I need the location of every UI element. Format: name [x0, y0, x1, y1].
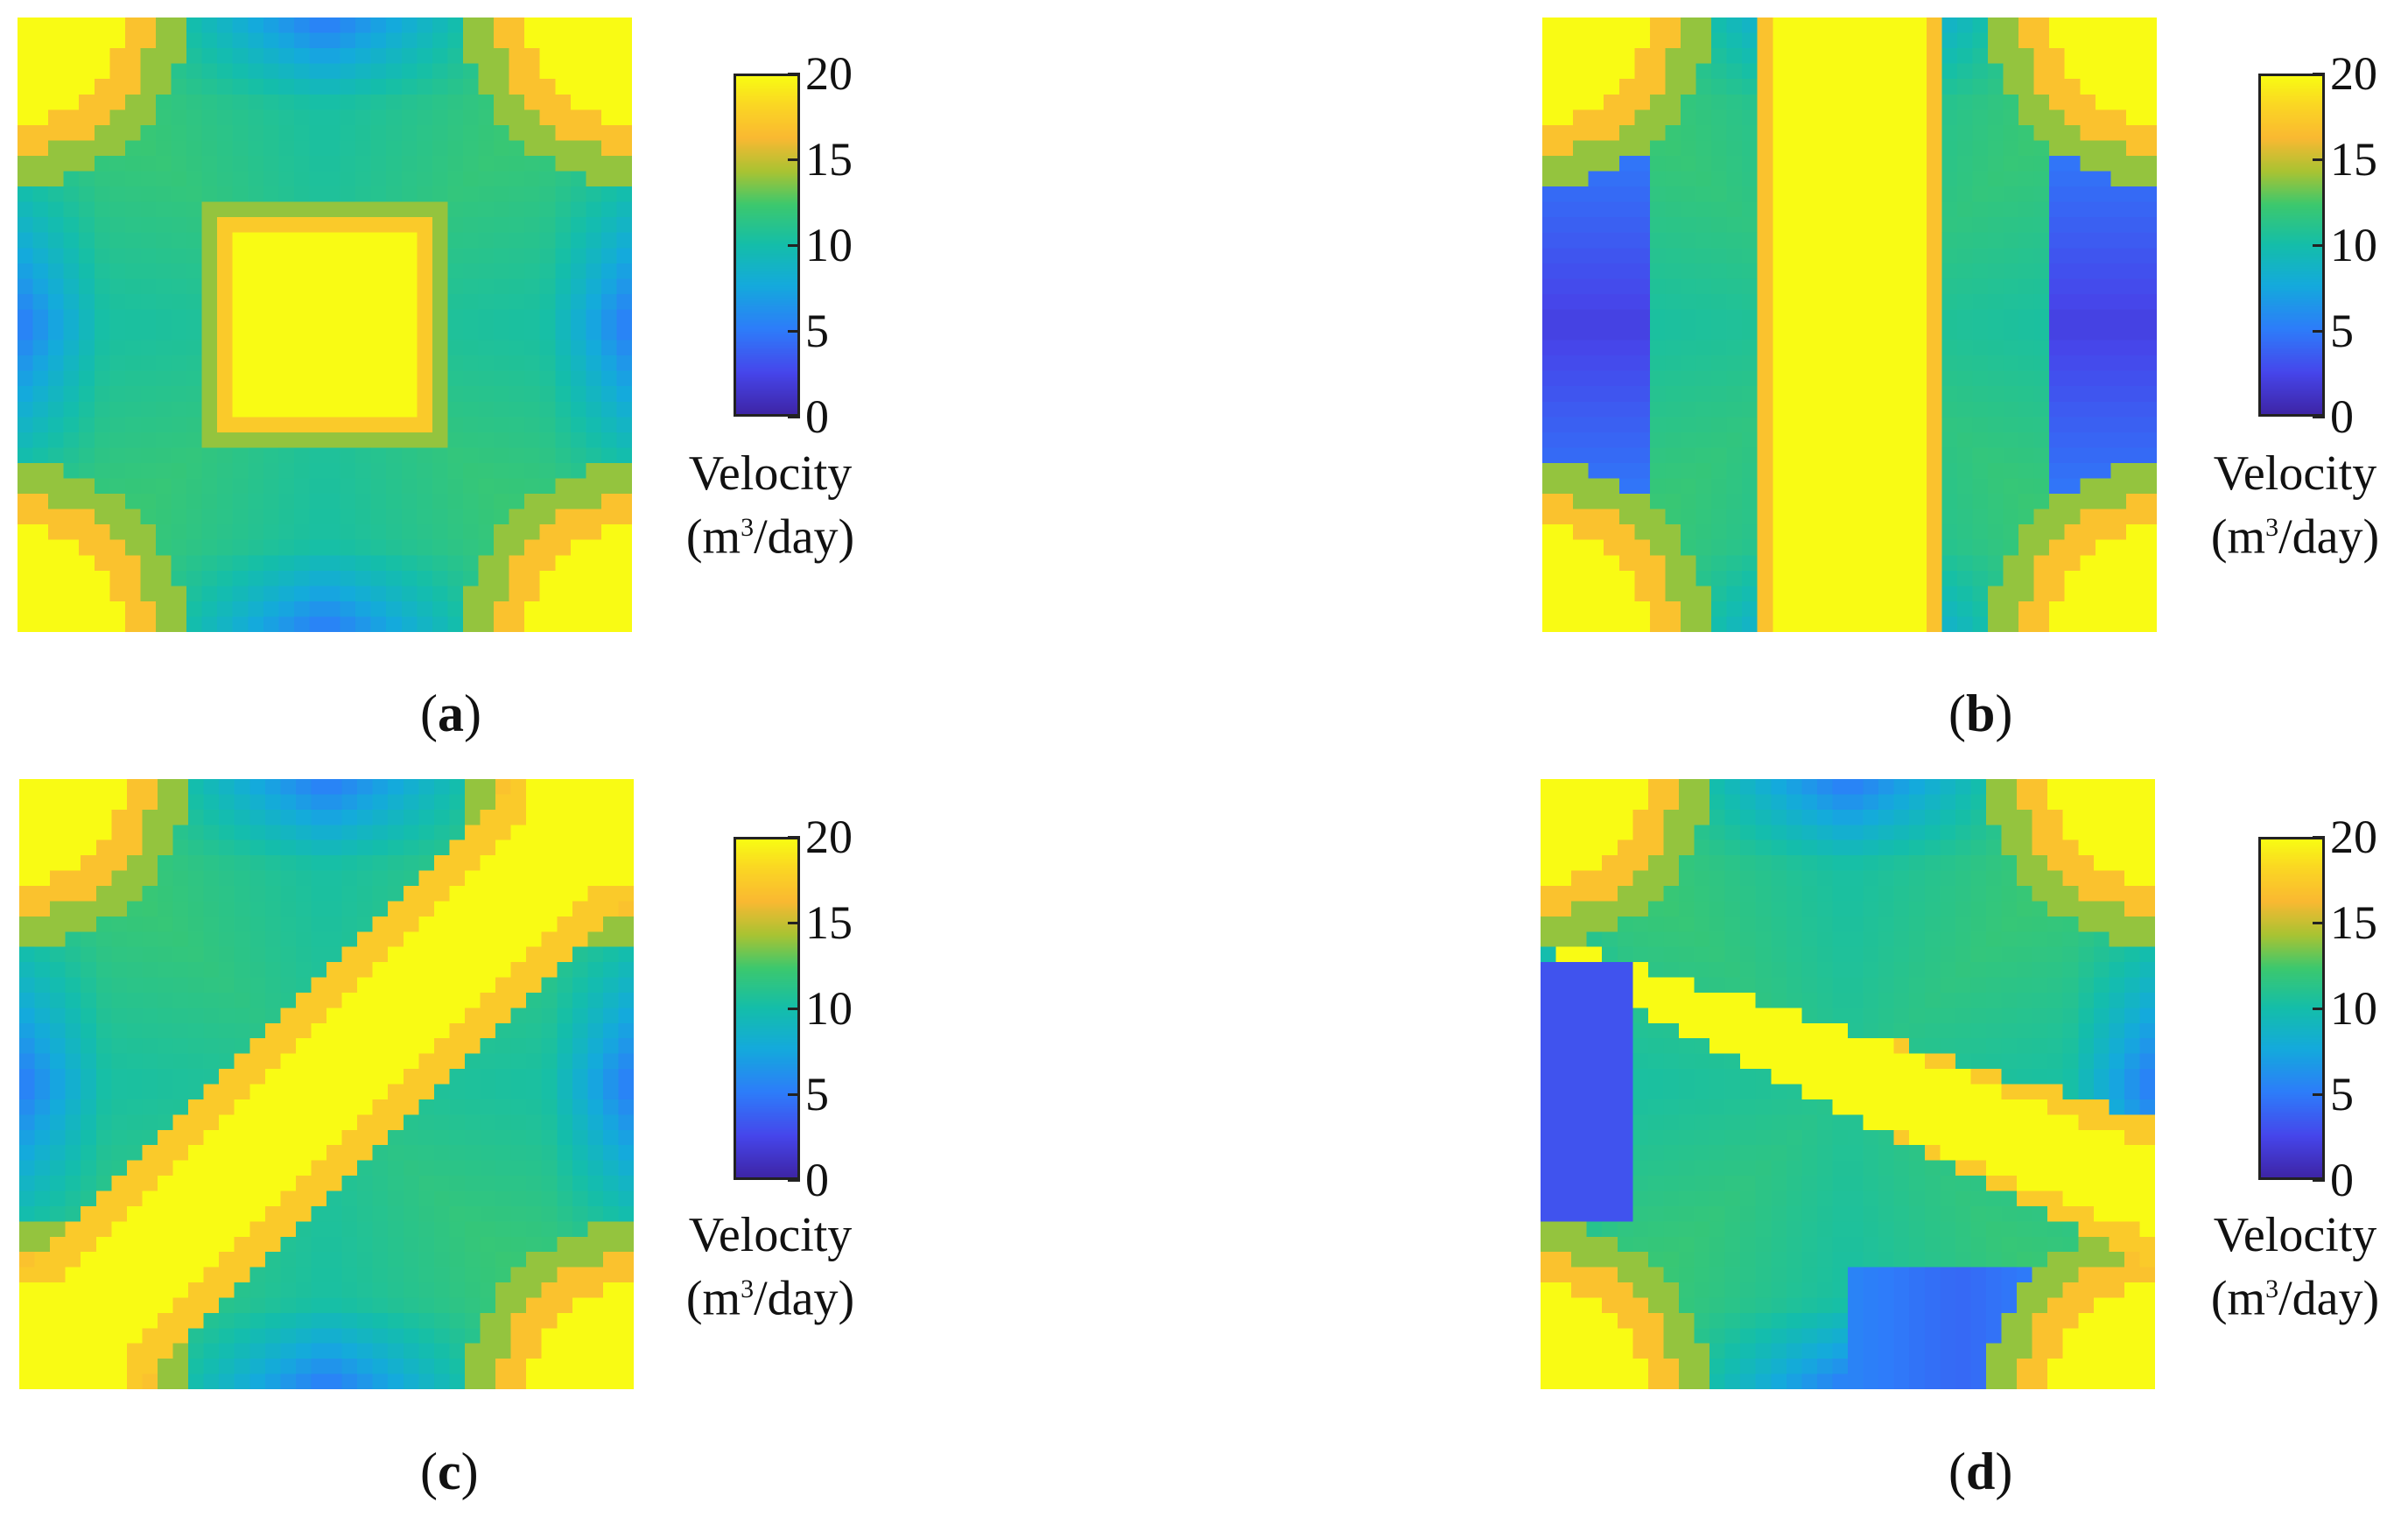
heatmap-b	[1542, 18, 2157, 632]
colorbar-tick-mark	[788, 158, 800, 161]
colorbar-tick-label: 5	[805, 1068, 829, 1120]
colorbar-tick-mark	[2313, 835, 2325, 839]
colorbar-tick-mark	[2313, 243, 2325, 247]
colorbar-tick-mark	[2313, 72, 2325, 75]
colorbar-tick-label: 0	[805, 1154, 829, 1206]
colorbar-tick-label: 10	[2330, 982, 2377, 1035]
colorbar-title-b: Velocity (m3/day)	[2190, 446, 2400, 565]
colorbar-title-line1: Velocity	[2213, 1208, 2377, 1262]
colorbar-tick-mark	[788, 1178, 800, 1182]
colorbar-tick-label: 20	[2330, 811, 2377, 863]
colorbar-tick-label: 0	[2330, 1154, 2354, 1206]
colorbar-tick-mark	[2313, 1178, 2325, 1182]
colorbar-unit: (m3/day)	[685, 1271, 855, 1326]
panel-label-c: (c)	[420, 1443, 479, 1500]
colorbar-tick-label: 10	[805, 982, 853, 1035]
colorbar-tick-mark	[788, 72, 800, 75]
colorbar-tick-label: 15	[2330, 896, 2377, 949]
colorbar-tick-mark	[788, 1092, 800, 1096]
panel-label-d: (d)	[1948, 1443, 2013, 1500]
colorbar-tick-mark	[788, 243, 800, 247]
colorbar-unit: (m3/day)	[2210, 509, 2380, 565]
colorbar-title-d: Velocity (m3/day)	[2190, 1208, 2400, 1326]
colorbar-tick-mark	[2313, 1092, 2325, 1096]
colorbar-tick-mark	[788, 415, 800, 418]
colorbar-title-line1: Velocity	[2213, 446, 2377, 501]
colorbar-title-line1: Velocity	[688, 1208, 853, 1262]
colorbar-tick-mark	[2313, 329, 2325, 333]
colorbar-tick-mark	[788, 329, 800, 333]
heatmap-d	[1541, 779, 2155, 1389]
colorbar-tick-label: 5	[2330, 1068, 2354, 1120]
colorbar-unit: (m3/day)	[685, 509, 855, 565]
colorbar-tick-mark	[2313, 1007, 2325, 1010]
heatmap-a	[18, 18, 632, 632]
colorbar-tick-mark	[788, 835, 800, 839]
heatmap-c	[19, 779, 634, 1389]
colorbar-title-c: Velocity (m3/day)	[665, 1208, 875, 1326]
colorbar-tick-label: 0	[805, 390, 829, 443]
colorbar-tick-label: 10	[2330, 219, 2377, 271]
colorbar-tick-mark	[788, 921, 800, 924]
colorbar-title-line1: Velocity	[688, 446, 853, 501]
colorbar-tick-label: 5	[805, 305, 829, 357]
colorbar-tick-label: 20	[805, 811, 853, 863]
colorbar-tick-label: 0	[2330, 390, 2354, 443]
colorbar-tick-mark	[2313, 415, 2325, 418]
colorbar-tick-label: 20	[2330, 47, 2377, 100]
colorbar-tick-label: 10	[805, 219, 853, 271]
colorbar-unit: (m3/day)	[2210, 1271, 2380, 1326]
colorbar-title-a: Velocity (m3/day)	[665, 446, 875, 565]
colorbar-tick-mark	[2313, 158, 2325, 161]
colorbar-tick-label: 20	[805, 47, 853, 100]
panel-label-a: (a)	[420, 685, 481, 742]
colorbar-tick-label: 15	[805, 133, 853, 186]
colorbar-tick-label: 15	[805, 896, 853, 949]
colorbar-tick-mark	[2313, 921, 2325, 924]
colorbar-tick-label: 15	[2330, 133, 2377, 186]
colorbar-tick-mark	[788, 1007, 800, 1010]
colorbar-tick-label: 5	[2330, 305, 2354, 357]
panel-label-b: (b)	[1948, 685, 2013, 742]
